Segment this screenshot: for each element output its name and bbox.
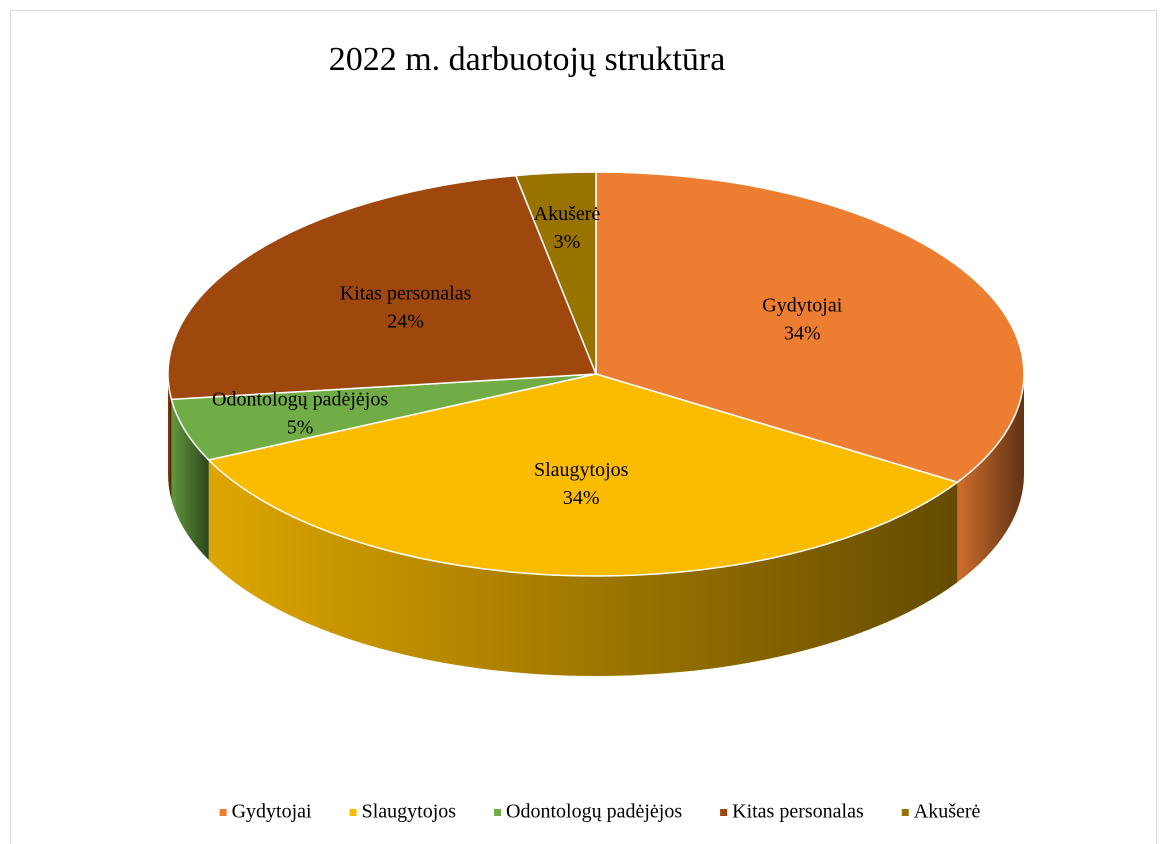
label-value: 24% (387, 310, 424, 332)
legend-label: Kitas personalas (732, 801, 864, 823)
data-label: Odontologų padėjėjos 5% (212, 388, 388, 438)
legend-label: Odontologų padėjėjos (506, 801, 682, 823)
slice (514, 171, 597, 375)
label-value: 34% (784, 322, 821, 344)
slice-side-shade (957, 374, 1024, 583)
data-label: Gydytojai 34% (762, 294, 842, 344)
data-label: Slaugytojos 34% (534, 458, 629, 508)
legend-swatch (349, 809, 357, 816)
slice-side-shade (208, 460, 958, 677)
legend-swatch (901, 809, 909, 816)
label-value: 34% (563, 486, 600, 508)
chart-title: 2022 m. darbuotojų struktūra (329, 41, 726, 78)
legend-label: Slaugytojos (362, 801, 457, 823)
slice (595, 171, 1025, 484)
slice-side-shade (168, 374, 172, 500)
label-value: 5% (287, 416, 314, 438)
pie-sides (168, 374, 1024, 677)
data-label: Kitas personalas 24% (340, 282, 472, 332)
label-category: Odontologų padėjėjos (212, 388, 388, 410)
chart-border (10, 10, 1157, 844)
pie-tops (167, 171, 1025, 577)
data-label: Akušerė 3% (534, 203, 601, 253)
legend-label: Akušerė (914, 801, 981, 823)
label-category: Slaugytojos (534, 458, 629, 480)
label-category: Akušerė (534, 203, 601, 225)
label-value: 3% (554, 231, 581, 253)
legend-swatch (494, 809, 502, 816)
slice (207, 373, 960, 577)
legend-swatch (219, 809, 227, 816)
legend-swatch (720, 809, 728, 816)
label-category: Kitas personalas (340, 282, 472, 304)
slice-side-shade (171, 399, 209, 561)
legend-label: Gydytojai (232, 801, 312, 823)
legend: Gydytojai Slaugytojos Odontologų padėjėjos… (219, 801, 981, 823)
label-category: Gydytojai (762, 294, 842, 316)
data-labels: Gydytojai 34% Slaugytojos 34% Odontologų pad… (212, 203, 843, 509)
slice (167, 174, 598, 401)
